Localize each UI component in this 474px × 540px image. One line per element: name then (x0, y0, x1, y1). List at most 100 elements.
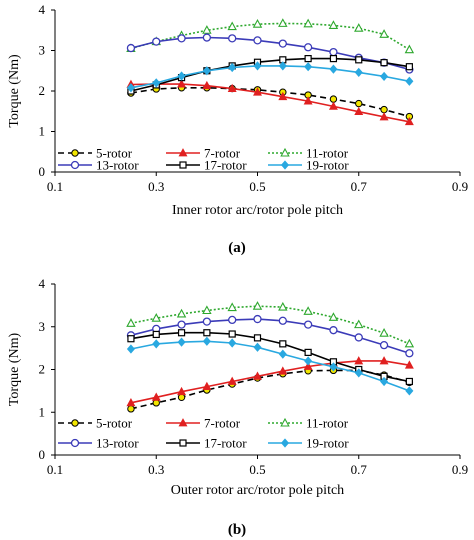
data-point (280, 160, 290, 170)
data-point (253, 87, 262, 96)
legend-item: 5-rotor (58, 146, 133, 161)
x-tick-label: 0.7 (351, 179, 368, 194)
data-point (202, 66, 211, 76)
data-point (71, 149, 79, 157)
legend-label: 17-rotor (204, 436, 247, 451)
data-point (177, 79, 187, 88)
data-point (278, 316, 287, 325)
data-point (126, 43, 136, 53)
data-point (178, 418, 188, 427)
data-point (303, 306, 313, 315)
legend-label: 7-rotor (204, 416, 241, 431)
data-point (228, 338, 237, 348)
data-point (126, 318, 136, 327)
data-point (253, 61, 262, 71)
data-point (151, 392, 161, 401)
legend-label: 19-rotor (306, 158, 349, 173)
x-tick-label: 0.3 (148, 179, 164, 194)
data-point (152, 339, 161, 349)
series-19-rotor (126, 336, 414, 396)
data-point (304, 62, 313, 72)
legend: 5-rotor 7-rotor 11-rotor 13-rotor 17-rotor 19… (58, 416, 349, 451)
data-point (70, 160, 80, 170)
data-point (329, 47, 338, 57)
data-point (405, 349, 414, 358)
data-point (278, 91, 288, 101)
data-point (278, 366, 288, 375)
x-tick-label: 0.9 (452, 462, 468, 477)
data-point (329, 64, 338, 74)
data-point (278, 61, 287, 71)
data-point (253, 314, 262, 324)
data-point (354, 319, 364, 329)
data-point (303, 320, 313, 329)
data-point (177, 337, 186, 347)
series-line (130, 36, 410, 71)
x-tick-label: 0.5 (249, 462, 265, 477)
data-point (127, 405, 135, 413)
series-13-rotor (126, 33, 414, 74)
x-tick-label: 0.9 (452, 179, 468, 194)
legend: 5-rotor 7-rotor 11-rotor 13-rotor 17-rotor 19… (58, 146, 349, 173)
data-point (253, 334, 262, 342)
chart-panel-a: 0 1 2 3 4 0.1 0.3 0.5 0.7 0.9 Inner rotor arc/roto… (7, 2, 468, 256)
series-11-rotor (126, 18, 415, 54)
data-point (228, 315, 237, 325)
series-19-rotor (126, 61, 414, 93)
data-point (329, 326, 338, 335)
data-point (379, 112, 389, 121)
series-7-rotor (126, 356, 414, 407)
data-point (202, 305, 212, 315)
y-axis-label: Torque (Nm) (7, 54, 22, 128)
legend-item: 13-rotor (58, 436, 139, 451)
data-point (179, 161, 187, 169)
series-line (130, 331, 410, 383)
chart-panel-b: 0 1 2 3 4 0.1 0.3 0.5 0.7 0.9 Outer rotor arc/roto… (7, 276, 468, 538)
data-point (227, 83, 237, 92)
legend-label: 13-rotor (96, 436, 139, 451)
legend-item: 19-rotor (268, 436, 349, 451)
y-tick-label: 3 (39, 319, 46, 334)
data-point (380, 71, 389, 82)
legend-label: 7-rotor (204, 146, 241, 161)
legend-item: 11-rotor (268, 416, 349, 431)
y-tick-label: 4 (39, 276, 46, 291)
data-point (303, 361, 313, 370)
series-line (130, 22, 410, 51)
legend-label: 5-rotor (96, 146, 133, 161)
data-point (252, 19, 263, 28)
data-point (253, 342, 262, 352)
series-line (130, 360, 410, 404)
legend-label: 13-rotor (96, 158, 139, 173)
legend-item: 17-rotor (166, 158, 247, 173)
data-point (126, 344, 135, 354)
y-tick-label: 1 (39, 404, 46, 419)
data-point (354, 333, 363, 342)
legend-label: 11-rotor (306, 416, 349, 431)
series-11-rotor (126, 301, 415, 348)
data-point (354, 23, 364, 32)
data-point (228, 62, 237, 73)
data-point (405, 63, 413, 71)
data-point (71, 419, 79, 427)
data-point (405, 386, 414, 396)
y-tick-label: 4 (39, 2, 46, 17)
y-axis-label: Torque (Nm) (7, 333, 22, 407)
data-point (379, 328, 389, 337)
data-point (202, 336, 211, 346)
data-point (355, 99, 363, 108)
data-point (354, 356, 364, 365)
legend-label: 11-rotor (306, 146, 349, 161)
data-point (405, 76, 414, 86)
legend-item: 17-rotor (166, 436, 247, 451)
data-point (228, 330, 236, 338)
data-point (203, 329, 211, 337)
data-point (152, 37, 161, 46)
legend-label: 17-rotor (204, 158, 247, 173)
series-line (130, 87, 410, 118)
data-point (228, 34, 237, 43)
data-point (303, 96, 313, 105)
y-tick-label: 0 (39, 447, 46, 462)
x-tick-label: 0.7 (351, 462, 368, 477)
data-point (278, 18, 288, 27)
